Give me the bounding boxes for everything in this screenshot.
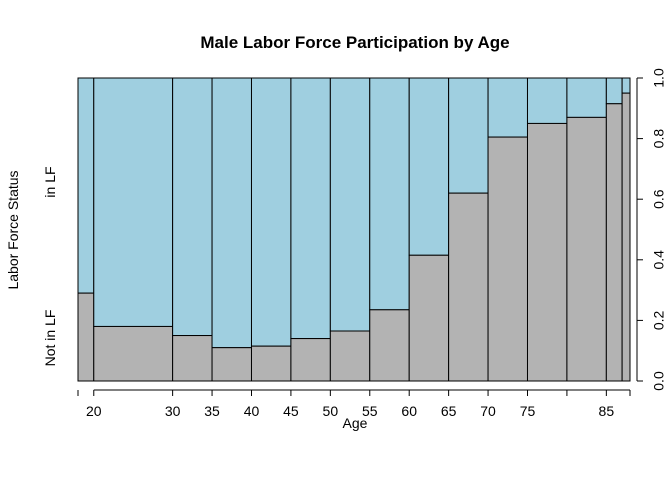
category-label-not-in-lf: Not in LF bbox=[42, 310, 58, 367]
bar-in-lf-4 bbox=[250, 77, 292, 347]
bar-not-in-lf-7 bbox=[369, 309, 410, 382]
chart-title: Male Labor Force Participation by Age bbox=[200, 33, 509, 52]
x-axis-label: Age bbox=[343, 415, 368, 431]
x-tick-label: 20 bbox=[86, 403, 102, 419]
x-tick-label: 70 bbox=[480, 403, 496, 419]
bar-not-in-lf-8 bbox=[408, 254, 450, 382]
bar-not-in-lf-10 bbox=[487, 136, 528, 382]
y-axis-label: Labor Force Status bbox=[5, 170, 21, 289]
x-axis: 20 30 35 40 45 50 55 60 65 70 75 85 bbox=[77, 389, 631, 419]
bar-in-lf-7 bbox=[369, 77, 410, 311]
bar-in-lf-14 bbox=[621, 77, 631, 94]
bar-not-in-lf-5 bbox=[290, 338, 331, 382]
y-tick-label: 0.2 bbox=[651, 310, 667, 330]
x-tick-label: 75 bbox=[520, 403, 536, 419]
y-tick-label: 0.8 bbox=[651, 129, 667, 149]
bar-not-in-lf-13 bbox=[605, 103, 623, 382]
bars-group bbox=[77, 77, 631, 382]
y-axis-right: 0.0 0.2 0.4 0.6 0.8 1.0 bbox=[636, 68, 667, 391]
bar-in-lf-3 bbox=[211, 77, 252, 349]
bar-not-in-lf-9 bbox=[448, 192, 489, 382]
x-tick-label: 40 bbox=[244, 403, 260, 419]
bar-in-lf-2 bbox=[172, 77, 213, 337]
y-tick-label: 1.0 bbox=[651, 68, 667, 88]
x-tick-label: 85 bbox=[599, 403, 615, 419]
category-label-in-lf: in LF bbox=[42, 166, 58, 197]
bar-in-lf-6 bbox=[329, 77, 371, 332]
bar-not-in-lf-6 bbox=[329, 330, 371, 382]
bar-in-lf-1 bbox=[93, 77, 174, 327]
bar-in-lf-9 bbox=[448, 77, 489, 194]
bar-not-in-lf-2 bbox=[172, 335, 213, 382]
bar-not-in-lf-1 bbox=[93, 325, 174, 382]
x-tick-label: 65 bbox=[441, 403, 457, 419]
bar-in-lf-0 bbox=[77, 77, 95, 294]
bar-in-lf-12 bbox=[566, 77, 607, 118]
bar-not-in-lf-4 bbox=[250, 345, 292, 382]
bar-in-lf-11 bbox=[526, 77, 568, 124]
y-tick-label: 0.0 bbox=[651, 371, 667, 391]
bar-in-lf-8 bbox=[408, 77, 450, 256]
x-tick-label: 55 bbox=[362, 403, 378, 419]
x-tick-label: 60 bbox=[401, 403, 417, 419]
x-tick-label: 35 bbox=[204, 403, 220, 419]
bar-not-in-lf-14 bbox=[621, 92, 631, 382]
bar-in-lf-13 bbox=[605, 77, 623, 105]
y-tick-label: 0.6 bbox=[651, 189, 667, 209]
bar-not-in-lf-11 bbox=[526, 122, 568, 382]
bar-in-lf-5 bbox=[290, 77, 331, 340]
x-tick-label: 50 bbox=[323, 403, 339, 419]
bar-not-in-lf-3 bbox=[211, 347, 252, 382]
y-tick-label: 0.4 bbox=[651, 250, 667, 270]
bar-in-lf-10 bbox=[487, 77, 528, 138]
x-tick-label: 30 bbox=[165, 403, 181, 419]
bar-not-in-lf-12 bbox=[566, 116, 607, 382]
x-tick-label: 45 bbox=[283, 403, 299, 419]
bar-not-in-lf-0 bbox=[77, 292, 95, 382]
